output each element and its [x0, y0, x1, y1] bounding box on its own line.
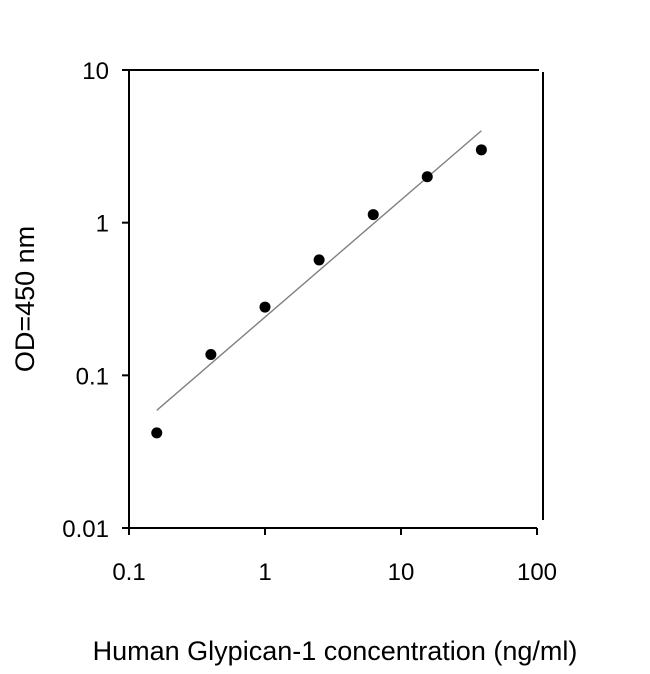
y-axis-ticks: 0.01 0.1 1 10	[62, 58, 129, 543]
fit-line	[156, 130, 482, 411]
data-point	[205, 348, 217, 360]
data-point	[421, 171, 433, 183]
x-axis-title: Human Glypican-1 concentration (ng/ml)	[93, 636, 578, 666]
y-tick-label: 0.1	[76, 363, 109, 390]
data-point	[367, 209, 379, 221]
y-tick-label: 0.01	[62, 516, 109, 543]
data-point	[151, 427, 163, 439]
x-tick-label: 1	[258, 559, 271, 586]
x-tick-label: 0.1	[112, 559, 145, 586]
data-point	[259, 301, 271, 313]
y-tick-label: 1	[96, 211, 109, 238]
data-points	[151, 144, 487, 439]
x-tick-label: 100	[517, 559, 557, 586]
data-point	[475, 144, 487, 156]
plot-frame	[128, 69, 544, 529]
x-axis-ticks: 0.1 1 10 100	[112, 528, 557, 586]
fit-line-segment	[156, 130, 482, 411]
x-tick-label: 10	[388, 559, 415, 586]
y-tick-label: 10	[82, 58, 109, 85]
y-axis-title: OD=450 nm	[10, 226, 40, 372]
data-point	[313, 254, 325, 266]
